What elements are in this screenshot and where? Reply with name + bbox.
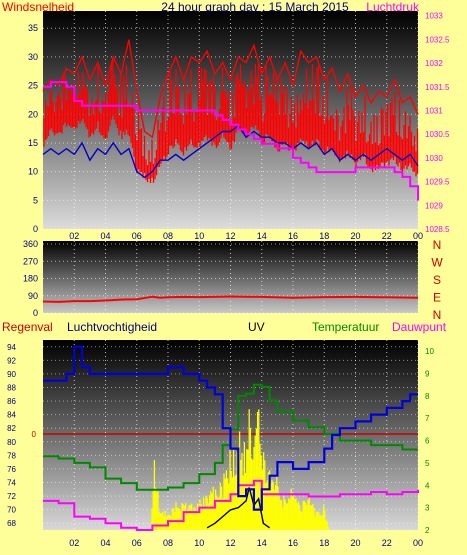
direction-label: N <box>433 238 442 252</box>
y-tick-label: 20 <box>28 109 38 119</box>
y2-tick-label: 10 <box>425 347 434 356</box>
dewpoint-label: Dauwpunt <box>392 320 447 334</box>
y-tick-label: 15 <box>28 138 38 148</box>
y2-tick-label: 4 <box>425 481 430 490</box>
x-tick-label: 08 <box>163 231 173 241</box>
direction-label: E <box>433 291 441 305</box>
y2-tick-label: 6 <box>425 437 430 446</box>
y-tick-label: 86 <box>7 397 16 406</box>
x-tick-label: 06 <box>132 231 142 241</box>
x-tick-label: 16 <box>288 538 298 548</box>
y-tick-label: 94 <box>7 343 16 352</box>
y-tick-label: 72 <box>7 492 16 501</box>
y2-tick-label: 1030 <box>425 154 443 163</box>
y-tick-label: 35 <box>28 23 38 33</box>
uv-peak-line <box>206 487 271 529</box>
wind-average-line <box>42 124 419 179</box>
y2-tick-label: 1032 <box>425 59 443 68</box>
y2-tick-label: 7 <box>425 414 430 423</box>
x-tick-label: 18 <box>319 538 329 548</box>
x-tick-label: 02 <box>69 538 79 548</box>
y-tick-label: 10 <box>28 167 38 177</box>
y-tick-label: 70 <box>7 506 16 515</box>
y-tick-label: 25 <box>28 81 38 91</box>
pressure-axis-label: Luchtdruk <box>366 0 420 14</box>
x-tick-label: 00 <box>413 538 423 548</box>
chart-title: 24 hour graph day : 15 March 2015 <box>161 0 349 14</box>
y2-tick-label: 2 <box>425 526 430 535</box>
y-tick-label: 82 <box>7 424 16 433</box>
y2-tick-label: 1032.5 <box>425 35 450 44</box>
y-tick-label: 0 <box>33 224 38 234</box>
x-tick-label: 02 <box>69 231 79 241</box>
x-tick-label: 14 <box>257 231 267 241</box>
y2-tick-label: 5 <box>425 459 430 468</box>
y-tick-label: 74 <box>7 479 16 488</box>
temperature-line <box>43 383 418 491</box>
rain-label: Regenval <box>2 320 53 334</box>
y-tick-label: 0 <box>33 308 38 318</box>
y-tick-label: 30 <box>28 52 38 62</box>
x-tick-label: 06 <box>132 538 142 548</box>
y2-tick-label: 1031 <box>425 107 443 116</box>
direction-label: W <box>431 256 443 270</box>
y2-tick-label: 9 <box>425 370 430 379</box>
wind-axis-label: Windsnelheid <box>2 0 74 14</box>
rain-value-label: 0 <box>32 430 37 439</box>
dewpoint-line <box>43 479 419 531</box>
y-tick-label: 180 <box>23 274 38 284</box>
y-tick-label: 80 <box>7 438 16 447</box>
humidity-label: Luchtvochtigheid <box>67 320 157 334</box>
y-tick-label: 78 <box>7 451 16 460</box>
x-tick-label: 22 <box>382 538 392 548</box>
y2-tick-label: 1031.5 <box>425 83 450 92</box>
x-tick-label: 04 <box>100 231 110 241</box>
x-tick-label: 14 <box>257 538 267 548</box>
y2-tick-label: 1028.5 <box>425 225 450 234</box>
temperature-label: Temperatuur <box>312 320 379 334</box>
x-tick-label: 04 <box>100 538 110 548</box>
y-tick-label: 92 <box>7 356 16 365</box>
uv-label: UV <box>248 320 265 334</box>
y-tick-label: 360 <box>23 239 38 249</box>
x-tick-label: 12 <box>225 538 235 548</box>
direction-label: N <box>433 308 442 322</box>
y-tick-label: 84 <box>7 411 16 420</box>
y2-tick-label: 1029.5 <box>425 178 450 187</box>
y-tick-label: 270 <box>23 256 38 266</box>
x-tick-label: 16 <box>288 231 298 241</box>
x-tick-label: 10 <box>194 231 204 241</box>
y2-tick-label: 1030.5 <box>425 130 450 139</box>
wind-gust-line <box>42 39 419 139</box>
x-tick-label: 00 <box>413 231 423 241</box>
y2-tick-label: 3 <box>425 504 430 513</box>
y2-tick-label: 1033 <box>425 12 443 21</box>
direction-label: S <box>433 273 441 287</box>
x-tick-label: 22 <box>382 231 392 241</box>
y-tick-label: 5 <box>33 195 38 205</box>
wind-direction-line <box>42 295 419 303</box>
x-tick-label: 10 <box>194 538 204 548</box>
x-tick-label: 20 <box>350 231 360 241</box>
x-tick-label: 08 <box>163 538 173 548</box>
y-tick-label: 68 <box>7 519 16 528</box>
humidity-line <box>43 345 418 511</box>
y-tick-label: 90 <box>7 370 16 379</box>
y2-tick-label: 8 <box>425 392 430 401</box>
x-tick-label: 18 <box>319 231 329 241</box>
x-tick-label: 12 <box>225 231 235 241</box>
y-tick-label: 76 <box>7 465 16 474</box>
y2-tick-label: 1029 <box>425 201 443 210</box>
y-tick-label: 88 <box>7 384 16 393</box>
pressure-line <box>43 81 419 201</box>
x-tick-label: 20 <box>350 538 360 548</box>
y-tick-label: 90 <box>28 291 38 301</box>
